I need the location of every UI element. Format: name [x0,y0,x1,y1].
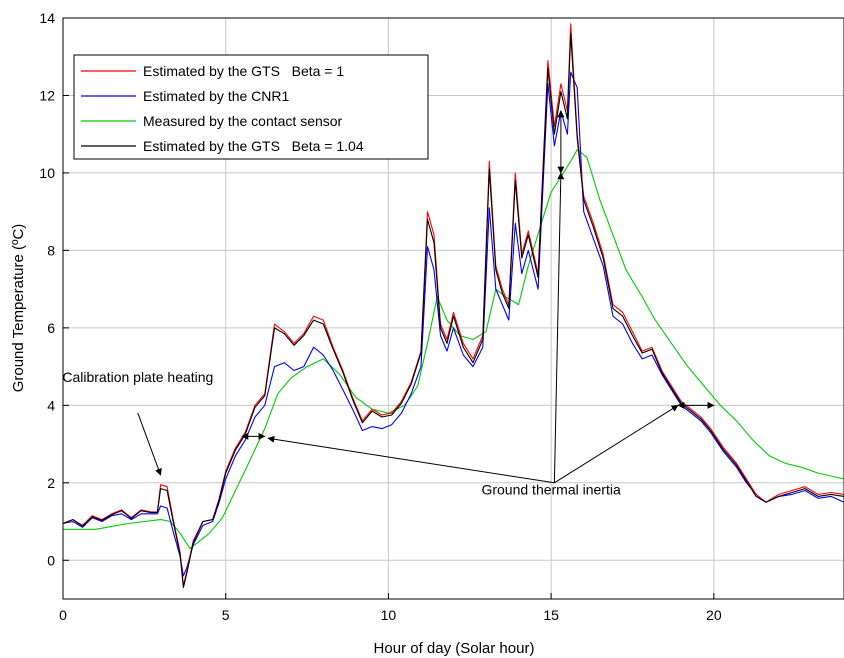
legend-box [73,54,429,160]
x-tick-label: 0 [59,607,67,623]
x-tick-label: 20 [706,607,722,623]
y-tick-label: 10 [39,165,55,181]
x-tick-label: 10 [381,607,397,623]
legend-label: Estimated by the CNR1 [143,88,289,104]
annotation-layer [137,110,715,484]
series-line [63,149,844,550]
annotation-ground-thermal-inertia: Ground thermal inertia [481,481,621,497]
annotation-calibration-plate-heating: Calibration plate heating [62,369,213,385]
series-line [62,32,844,588]
annotation-arrow [267,435,555,484]
annotation-arrow [554,404,679,484]
y-tick-label: 14 [39,10,55,26]
annotation-arrow [137,412,162,476]
x-tick-label: 5 [222,607,230,623]
plot-frame [62,17,844,600]
x-tick-label: 15 [543,607,559,623]
x-axis-label: Hour of day (Solar hour) [374,640,535,657]
y-tick-label: 2 [47,475,55,491]
annotation-arrow [553,172,565,483]
y-tick-label: 6 [47,320,55,336]
legend-label: Estimated by the GTS Beta = 1 [143,63,344,79]
y-tick-label: 8 [47,242,55,258]
axis-ticks: 0 5 10 15 20 0 2 4 6 8 10 12 14 [39,10,721,623]
y-tick-label: 0 [47,552,55,568]
y-tick-label: 12 [39,87,55,103]
y-tick-label: 4 [47,397,55,413]
legend-label: Estimated by the GTS Beta = 1.04 [143,138,364,154]
legend-label: Measured by the contact sensor [143,113,343,129]
legend: Estimated by the GTS Beta = 1 Estimated … [73,54,429,160]
y-axis-label: Ground Temperature (ºC) [10,224,27,393]
series-layer [62,23,844,588]
